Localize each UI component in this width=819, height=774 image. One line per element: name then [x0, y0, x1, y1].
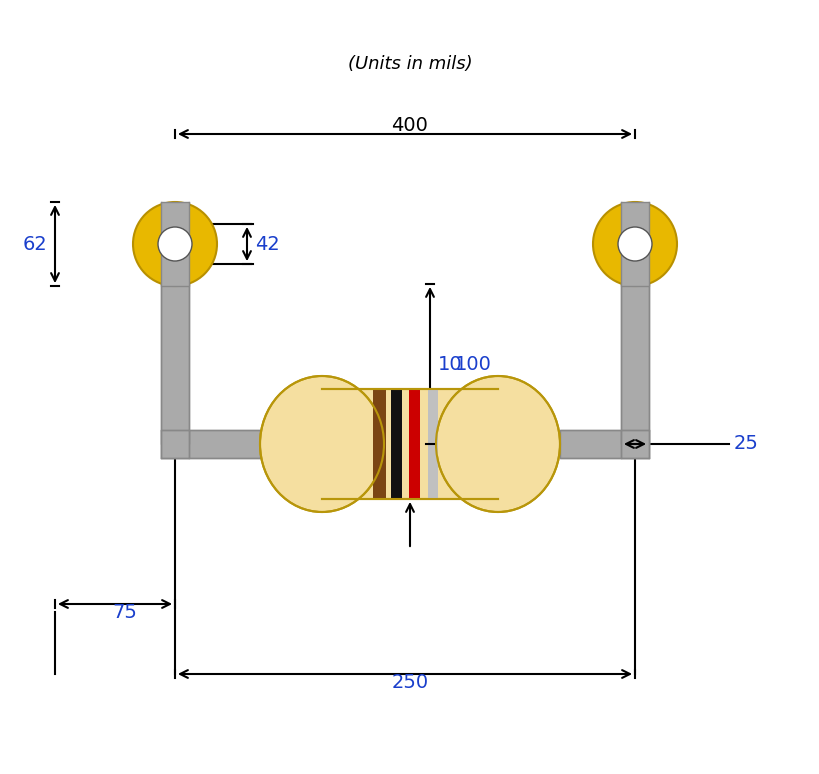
Bar	[620, 430, 648, 458]
Text: 42: 42	[255, 235, 279, 254]
Text: 100: 100	[455, 354, 491, 374]
Text: 75: 75	[112, 603, 138, 622]
Text: 250: 250	[391, 673, 428, 692]
Bar	[373, 390, 386, 498]
Bar	[161, 430, 188, 458]
Bar	[161, 202, 188, 286]
Bar	[559, 430, 648, 458]
Bar	[161, 244, 188, 444]
Bar	[620, 202, 648, 286]
Circle shape	[592, 202, 676, 286]
Bar	[428, 390, 437, 498]
Circle shape	[618, 227, 651, 261]
Bar	[409, 390, 420, 498]
Text: 62: 62	[22, 235, 47, 254]
Text: (Units in mils): (Units in mils)	[347, 55, 472, 73]
Bar	[161, 430, 260, 458]
Text: 400: 400	[391, 116, 428, 135]
Circle shape	[158, 227, 192, 261]
Circle shape	[133, 202, 217, 286]
Bar	[620, 244, 648, 444]
Bar	[322, 389, 497, 499]
Ellipse shape	[436, 376, 559, 512]
Text: 25: 25	[733, 434, 758, 454]
Text: 10: 10	[437, 355, 462, 375]
Ellipse shape	[260, 376, 383, 512]
Bar	[391, 390, 402, 498]
